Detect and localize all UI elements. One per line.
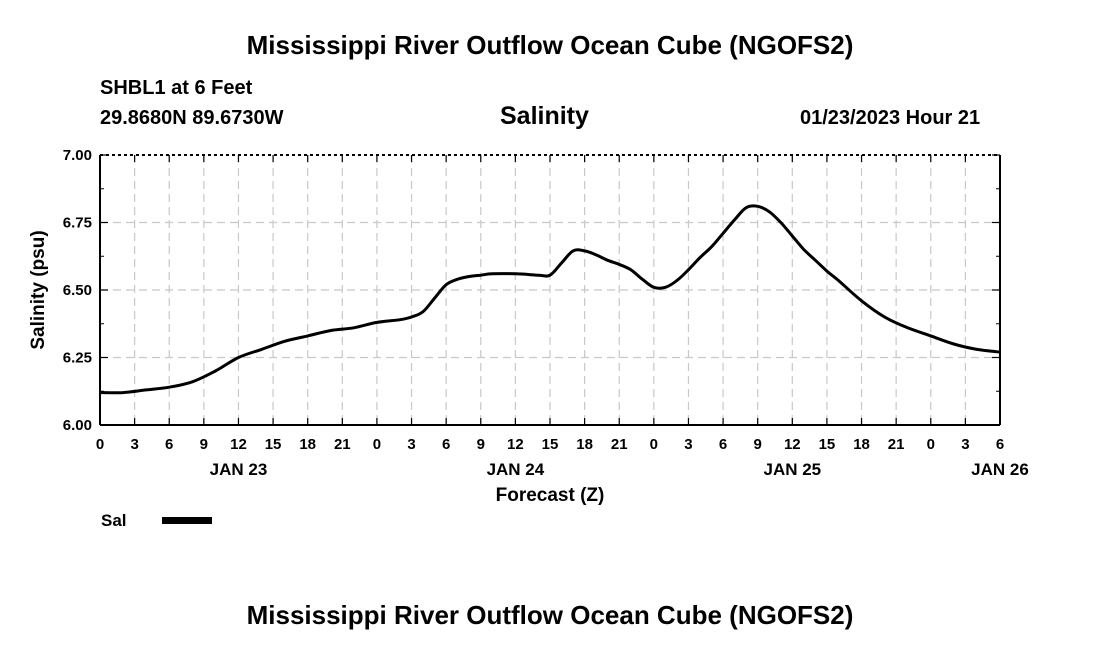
x-tick-label: 6	[996, 436, 1004, 453]
x-tick-label: 21	[334, 436, 351, 453]
x-tick-label: 15	[542, 436, 559, 453]
chart-title-repeat: Mississippi River Outflow Ocean Cube (NG…	[246, 600, 854, 630]
x-tick-label: 15	[819, 436, 836, 453]
date-label: JAN 24	[487, 460, 545, 479]
forecast-datetime: 01/23/2023 Hour 21	[800, 107, 981, 129]
series-line-sal	[99, 204, 1001, 395]
x-tick-label: 3	[961, 436, 969, 453]
station-coordinates: 29.8680N 89.6730W	[100, 107, 284, 129]
x-tick-label: 21	[888, 436, 905, 453]
x-tick-label: 9	[200, 436, 208, 453]
x-tick-label: 3	[684, 436, 692, 453]
x-tick-label: 6	[719, 436, 727, 453]
y-tick-label: 6.25	[63, 350, 92, 367]
y-axis-title: Salinity (psu)	[28, 230, 49, 349]
date-label: JAN 26	[971, 460, 1029, 479]
x-tick-label: 12	[784, 436, 801, 453]
x-tick-label: 21	[611, 436, 628, 453]
x-tick-label: 0	[650, 436, 658, 453]
legend-label: Sal	[101, 511, 127, 530]
x-tick-label: 18	[299, 436, 316, 453]
y-tick-label: 7.00	[63, 147, 92, 164]
chart-title-main: Mississippi River Outflow Ocean Cube (NG…	[246, 30, 854, 60]
station-label: SHBL1 at 6 Feet	[100, 77, 253, 99]
x-tick-label: 0	[927, 436, 935, 453]
chart-subtitle: Salinity	[500, 102, 589, 130]
x-tick-label: 3	[407, 436, 415, 453]
date-label: JAN 23	[210, 460, 268, 479]
x-axis-title: Forecast (Z)	[496, 485, 605, 506]
y-tick-label: 6.75	[63, 215, 92, 232]
x-tick-label: 0	[373, 436, 381, 453]
x-tick-label: 12	[507, 436, 524, 453]
x-tick-label: 15	[265, 436, 282, 453]
date-label: JAN 25	[763, 460, 821, 479]
x-tick-label: 3	[130, 436, 138, 453]
x-tick-label: 12	[230, 436, 247, 453]
y-tick-label: 6.00	[63, 417, 92, 434]
x-tick-label: 0	[96, 436, 104, 453]
x-tick-label: 6	[165, 436, 173, 453]
y-tick-label: 6.50	[63, 282, 92, 299]
x-tick-label: 6	[442, 436, 450, 453]
x-tick-label: 9	[477, 436, 485, 453]
x-tick-label: 9	[754, 436, 762, 453]
x-tick-label: 18	[853, 436, 870, 453]
legend-swatch	[162, 517, 212, 524]
x-tick-label: 18	[576, 436, 593, 453]
